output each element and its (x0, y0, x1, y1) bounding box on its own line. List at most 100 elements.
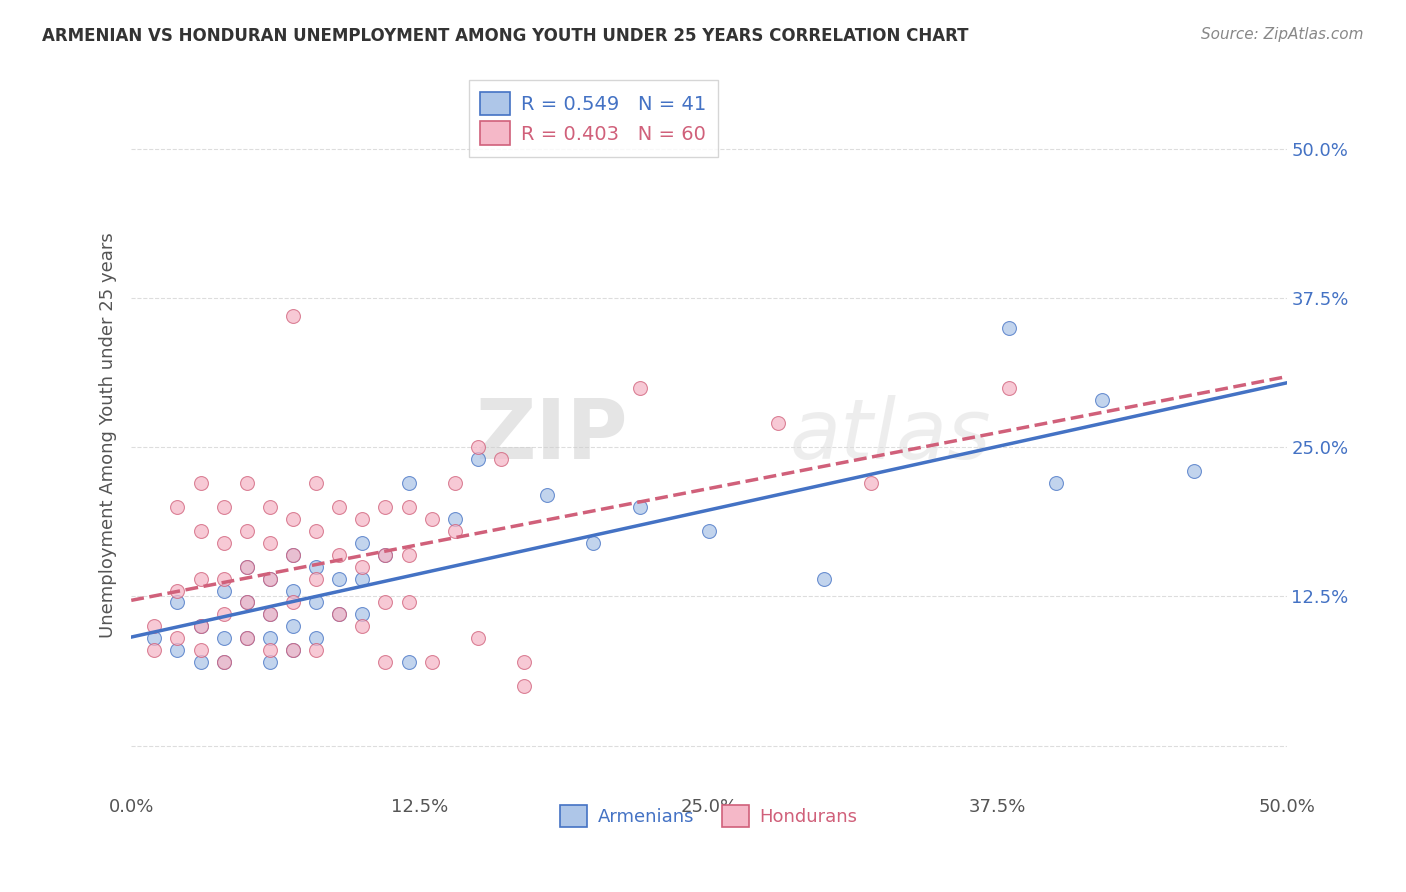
Point (398, 595, 420, 609)
Y-axis label: Unemployment Among Youth under 25 years: Unemployment Among Youth under 25 years (100, 233, 117, 639)
Point (236, 632, 259, 646)
Point (398, 476, 420, 491)
Point (236, 595, 259, 609)
Point (259, 655, 281, 669)
Point (236, 632, 259, 646)
Point (143, 619, 166, 633)
Point (398, 655, 420, 669)
Point (352, 512, 374, 526)
Point (1045, 476, 1067, 491)
Point (190, 655, 212, 669)
Point (259, 535, 281, 549)
Point (305, 476, 328, 491)
Point (190, 524, 212, 538)
Text: ZIP: ZIP (475, 395, 628, 476)
Text: atlas: atlas (790, 395, 991, 476)
Point (259, 607, 281, 622)
Point (236, 524, 259, 538)
Point (420, 655, 443, 669)
Point (259, 572, 281, 586)
Legend: Armenians, Hondurans: Armenians, Hondurans (553, 798, 865, 834)
Point (398, 548, 420, 562)
Point (998, 321, 1021, 335)
Point (998, 381, 1021, 395)
Point (212, 655, 235, 669)
Point (352, 607, 374, 622)
Point (374, 500, 396, 514)
Point (236, 595, 259, 609)
Point (1182, 464, 1205, 478)
Point (212, 583, 235, 598)
Point (212, 632, 235, 646)
Point (305, 559, 328, 574)
Point (281, 583, 304, 598)
Point (281, 595, 304, 609)
Point (281, 548, 304, 562)
Point (143, 632, 166, 646)
Point (1091, 392, 1114, 407)
Point (281, 619, 304, 633)
Point (513, 679, 536, 693)
Point (859, 476, 882, 491)
Point (328, 548, 350, 562)
Point (328, 500, 350, 514)
Point (236, 559, 259, 574)
Point (374, 655, 396, 669)
Point (536, 488, 558, 502)
Point (352, 572, 374, 586)
Point (166, 643, 188, 657)
Point (143, 643, 166, 657)
Point (374, 548, 396, 562)
Point (190, 476, 212, 491)
Point (398, 500, 420, 514)
Point (467, 452, 489, 467)
Point (467, 632, 489, 646)
Point (281, 548, 304, 562)
Point (374, 548, 396, 562)
Point (212, 535, 235, 549)
Point (305, 524, 328, 538)
Point (328, 607, 350, 622)
Point (190, 643, 212, 657)
Point (212, 572, 235, 586)
Point (281, 309, 304, 323)
Point (489, 452, 512, 467)
Point (166, 595, 188, 609)
Point (259, 607, 281, 622)
Point (166, 583, 188, 598)
Point (628, 500, 651, 514)
Point (259, 572, 281, 586)
Point (582, 535, 605, 549)
Point (281, 643, 304, 657)
Point (236, 476, 259, 491)
Point (443, 524, 465, 538)
Point (190, 619, 212, 633)
Point (259, 632, 281, 646)
Point (813, 572, 835, 586)
Point (166, 632, 188, 646)
Point (352, 559, 374, 574)
Point (374, 595, 396, 609)
Text: ARMENIAN VS HONDURAN UNEMPLOYMENT AMONG YOUTH UNDER 25 YEARS CORRELATION CHART: ARMENIAN VS HONDURAN UNEMPLOYMENT AMONG … (42, 27, 969, 45)
Point (443, 476, 465, 491)
Point (305, 572, 328, 586)
Point (259, 500, 281, 514)
Point (352, 535, 374, 549)
Point (467, 440, 489, 454)
Point (305, 632, 328, 646)
Point (190, 619, 212, 633)
Point (697, 524, 720, 538)
Point (236, 559, 259, 574)
Point (281, 643, 304, 657)
Point (328, 607, 350, 622)
Point (513, 655, 536, 669)
Point (166, 500, 188, 514)
Point (443, 512, 465, 526)
Point (281, 512, 304, 526)
Point (212, 655, 235, 669)
Point (768, 417, 790, 431)
Point (628, 381, 651, 395)
Point (328, 572, 350, 586)
Point (259, 643, 281, 657)
Point (352, 619, 374, 633)
